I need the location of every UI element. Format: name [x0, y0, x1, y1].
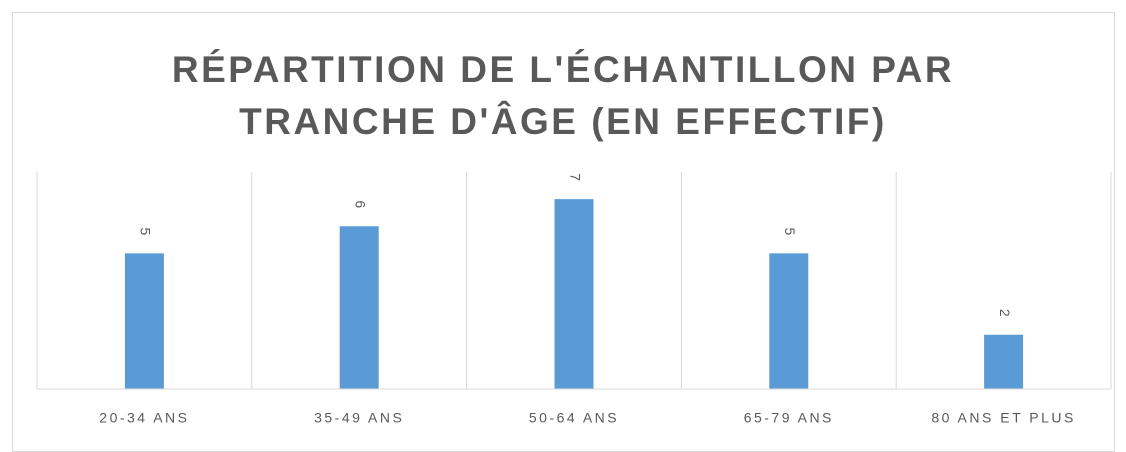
data-label: 2 — [997, 309, 1013, 317]
bar — [339, 226, 379, 389]
x-tick-label: 20-34 ANS — [99, 410, 189, 426]
chart-title: RÉPARTITION DE L'ÉCHANTILLON PAR TRANCHE… — [171, 49, 955, 142]
data-label: 5 — [782, 227, 798, 235]
x-tick-label: 80 ANS ET PLUS — [931, 410, 1075, 426]
x-tick-label: 35-49 ANS — [314, 410, 404, 426]
chart: 5 20-34 ANS 6 35-49 ANS 7 50-64 ANS 5 65-79 ANS… — [36, 172, 1112, 426]
data-label: 6 — [352, 200, 368, 208]
x-tick-label: 65-79 ANS — [744, 410, 834, 426]
bar — [769, 253, 809, 389]
page: RÉPARTITION DE L'ÉCHANTILLON PAR TRANCHE… — [12, 12, 1115, 452]
data-label: 5 — [138, 227, 154, 235]
x-tick-label: 50-64 ANS — [529, 410, 619, 426]
bar — [984, 334, 1024, 389]
bar — [124, 253, 164, 389]
data-label: 7 — [567, 173, 583, 181]
bar — [554, 199, 594, 389]
